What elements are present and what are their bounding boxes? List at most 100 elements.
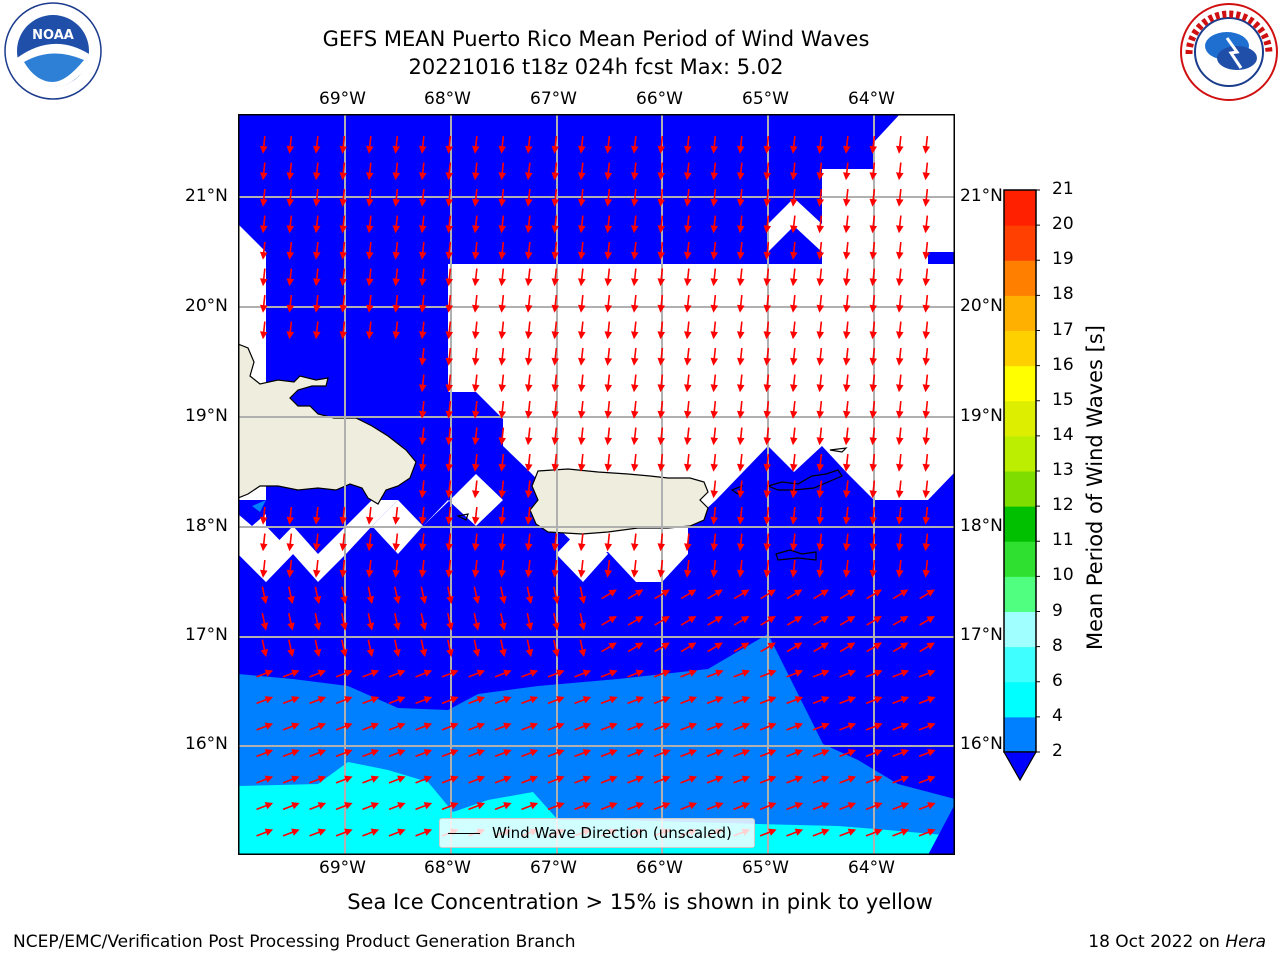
wind-wave-arrowhead bbox=[476, 749, 486, 757]
wind-wave-arrowhead bbox=[498, 225, 507, 234]
wind-wave-arrowhead bbox=[471, 172, 480, 181]
wind-wave-arrowhead bbox=[846, 642, 856, 650]
wind-wave-arrowhead bbox=[498, 410, 507, 419]
wind-wave-arrowhead bbox=[418, 331, 427, 340]
wind-wave-arrowhead bbox=[339, 569, 348, 578]
wind-wave-arrowhead bbox=[397, 669, 406, 677]
wind-wave-arrowhead bbox=[847, 749, 857, 757]
wind-wave-arrowhead bbox=[688, 802, 698, 810]
colorbar-segment bbox=[1004, 506, 1036, 542]
wind-wave-arrowhead bbox=[418, 516, 427, 525]
wind-wave-arrowhead bbox=[498, 463, 507, 472]
wind-wave-arrowhead bbox=[472, 622, 481, 631]
wind-wave-arrowhead bbox=[657, 251, 666, 260]
lat-label-left: 17°N bbox=[185, 625, 228, 645]
wind-wave-arrowhead bbox=[529, 775, 539, 783]
wind-wave-arrowhead bbox=[710, 172, 719, 181]
wind-wave-arrowhead bbox=[291, 722, 300, 730]
wind-wave-arrowhead bbox=[471, 490, 480, 499]
wind-wave-arrowhead bbox=[789, 251, 798, 260]
wind-wave-arrowhead bbox=[578, 622, 587, 631]
wind-wave-arrowhead bbox=[900, 802, 910, 810]
wind-wave-arrowhead bbox=[471, 384, 480, 393]
wind-wave-arrowhead bbox=[736, 490, 745, 499]
wind-wave-arrowhead bbox=[476, 802, 486, 810]
wind-wave-arrowhead bbox=[392, 172, 401, 181]
lat-label-right: 18°N bbox=[960, 516, 1003, 536]
wind-wave-arrowhead bbox=[317, 828, 327, 836]
wind-wave-arrowhead bbox=[873, 615, 882, 624]
map-legend: Wind Wave Direction (unscaled) bbox=[439, 818, 755, 848]
lon-label-top: 68°W bbox=[424, 89, 471, 109]
wind-wave-arrowhead bbox=[397, 802, 406, 810]
wind-wave-arrowhead bbox=[820, 589, 829, 597]
footer-host: Hera bbox=[1225, 932, 1266, 952]
wind-wave-arrowhead bbox=[313, 622, 322, 631]
wind-wave-arrowhead bbox=[688, 696, 698, 704]
wind-wave-arrowhead bbox=[869, 172, 878, 181]
wind-wave-arrowhead bbox=[816, 304, 825, 313]
wind-wave-arrowhead bbox=[789, 463, 798, 472]
wind-wave-arrowhead bbox=[365, 543, 374, 552]
footer-date: 18 Oct 2022 on Hera bbox=[1088, 932, 1266, 952]
legend-label: Wind Wave Direction (unscaled) bbox=[492, 824, 732, 842]
wind-wave-arrowhead bbox=[662, 775, 671, 783]
wind-wave-arrowhead bbox=[259, 198, 268, 207]
wind-wave-arrowhead bbox=[365, 198, 374, 207]
lat-label-right: 17°N bbox=[960, 625, 1003, 645]
wind-wave-arrowhead bbox=[816, 278, 825, 287]
wind-wave-arrowhead bbox=[635, 749, 645, 757]
wind-wave-arrowhead bbox=[344, 722, 353, 730]
wind-wave-arrowhead bbox=[741, 722, 751, 730]
wind-wave-arrowhead bbox=[816, 198, 825, 207]
wind-wave-arrowhead bbox=[874, 828, 883, 836]
wind-wave-arrowhead bbox=[551, 331, 560, 340]
wind-wave-arrowhead bbox=[312, 278, 321, 287]
wind-wave-arrowhead bbox=[715, 722, 724, 730]
wind-wave-arrowhead bbox=[683, 357, 692, 366]
lon-label-top: 66°W bbox=[636, 89, 683, 109]
colorbar-segment bbox=[1004, 295, 1036, 331]
wind-wave-arrowhead bbox=[291, 669, 300, 677]
wind-wave-arrowhead bbox=[630, 198, 639, 207]
wind-wave-arrowhead bbox=[498, 198, 507, 207]
wind-wave-arrowhead bbox=[370, 749, 380, 757]
wind-wave-arrowhead bbox=[340, 648, 348, 658]
colorbar-tick-label: 2 bbox=[1052, 741, 1063, 761]
wind-wave-arrowhead bbox=[525, 622, 534, 631]
wind-wave-arrowhead bbox=[577, 251, 586, 260]
wind-wave-arrowhead bbox=[344, 828, 353, 836]
wind-wave-arrowhead bbox=[604, 410, 613, 419]
wind-wave-arrowhead bbox=[418, 543, 427, 552]
wind-wave-arrowhead bbox=[710, 569, 719, 578]
wind-wave-arrowhead bbox=[524, 410, 533, 419]
wind-wave-arrowhead bbox=[551, 172, 560, 181]
wind-wave-arrowhead bbox=[608, 589, 617, 597]
wind-wave-arrowhead bbox=[286, 569, 295, 578]
wind-wave-arrowhead bbox=[714, 615, 723, 624]
wind-wave-arrowhead bbox=[418, 278, 427, 287]
wind-wave-arrowhead bbox=[847, 775, 857, 783]
wind-wave-arrowhead bbox=[710, 278, 719, 287]
wind-wave-arrowhead bbox=[763, 410, 772, 419]
wind-wave-arrowhead bbox=[793, 642, 803, 650]
wind-wave-arrowhead bbox=[445, 437, 454, 446]
wind-wave-arrowhead bbox=[259, 516, 268, 525]
wind-wave-arrowhead bbox=[900, 775, 910, 783]
wind-wave-arrowhead bbox=[634, 615, 644, 624]
wind-wave-arrowhead bbox=[604, 384, 613, 393]
wind-wave-arrowhead bbox=[370, 696, 380, 704]
wind-wave-arrowhead bbox=[604, 251, 613, 260]
wind-wave-arrowhead bbox=[551, 251, 560, 260]
wind-wave-arrowhead bbox=[291, 802, 300, 810]
wind-wave-arrowhead bbox=[763, 145, 772, 154]
wind-wave-arrowhead bbox=[471, 304, 480, 313]
wind-wave-arrowhead bbox=[736, 278, 745, 287]
wind-wave-arrowhead bbox=[418, 198, 427, 207]
wind-wave-arrowhead bbox=[344, 802, 353, 810]
wind-wave-arrowhead bbox=[392, 225, 401, 234]
wind-wave-arrowhead bbox=[286, 516, 295, 525]
wind-wave-arrowhead bbox=[609, 696, 618, 704]
wind-wave-arrowhead bbox=[869, 331, 878, 340]
wind-wave-arrowhead bbox=[604, 145, 613, 154]
